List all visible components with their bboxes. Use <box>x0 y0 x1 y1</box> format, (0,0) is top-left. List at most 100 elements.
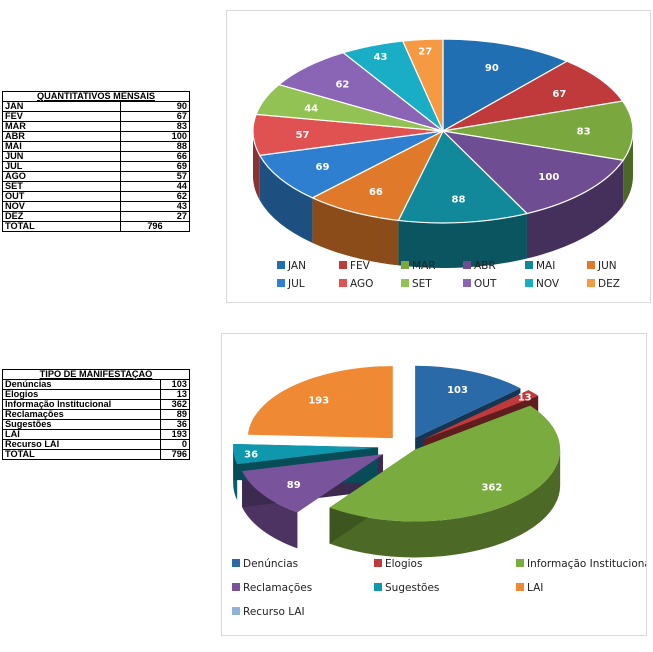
legend-label-jun: JUN <box>597 260 617 272</box>
monthly-pie-svg: 90 67 83 100 88 66 69 57 44 62 43 27 JAN FEV MAR ABR MAI… <box>252 38 634 290</box>
legend-label-fev: FEV <box>350 260 371 272</box>
legend-label-sugestoes: Sugestões <box>385 582 439 594</box>
pie-slices <box>233 365 561 558</box>
pie-side-jun <box>312 197 399 266</box>
pie-slice-elogios <box>423 390 539 440</box>
legend-label-lai: LAI <box>527 582 543 594</box>
monthly-row: FEV 67 <box>2 111 191 122</box>
monthly-row: JAN 90 <box>2 101 191 112</box>
data-label-lai: 193 <box>308 396 329 407</box>
monthly-row: NOV 43 <box>2 201 191 212</box>
legend-swatch-fev <box>339 261 347 269</box>
monthly-row-value: 100 <box>119 131 191 142</box>
type-table: TIPO DE MANIFESTAÇÃO Denúncias 103 Elogios… <box>1 369 190 460</box>
type-row-value: 193 <box>160 429 190 440</box>
data-label-informacao-institucional: 362 <box>481 483 502 494</box>
monthly-total-label: TOTAL <box>2 221 121 232</box>
pie-slice-informacao-institucional <box>329 405 561 522</box>
legend-swatch-lai <box>516 583 524 591</box>
pie-slice-lai <box>247 366 393 439</box>
data-label-nov: 43 <box>374 52 388 63</box>
legend: JAN FEV MAR ABR MAI JUN JUL AGO SET OUT NOV DEZ <box>277 260 620 290</box>
type-row: Reclamações 89 <box>1 409 190 420</box>
monthly-row: OUT 62 <box>2 191 191 202</box>
legend-label-nov: NOV <box>536 278 560 290</box>
legend-swatch-jul <box>277 279 285 287</box>
monthly-row: AGO 57 <box>2 171 191 182</box>
legend-label-abr: ABR <box>474 260 496 272</box>
monthly-row: ABR 100 <box>2 131 191 142</box>
monthly-row-label: FEV <box>2 111 121 122</box>
pie-slice-jul <box>258 130 444 199</box>
legend-swatch-reclamacoes <box>232 583 240 591</box>
monthly-row-value: 27 <box>119 211 191 222</box>
monthly-row-label: JUN <box>2 151 121 162</box>
monthly-row-value: 66 <box>119 151 191 162</box>
pie-slice-abr <box>441 130 625 215</box>
legend-label-informacao-institucional: Informação Institucional <box>527 558 646 570</box>
monthly-total-value: 796 <box>119 221 191 232</box>
pie-side-ago <box>253 131 260 201</box>
monthly-row-label: JUL <box>2 161 121 172</box>
monthly-row-value: 88 <box>119 141 191 152</box>
legend-label-set: SET <box>412 278 432 290</box>
data-label-abr: 100 <box>538 172 559 183</box>
monthly-row-label: AGO <box>2 171 121 182</box>
legend-label-ago: AGO <box>350 278 373 290</box>
type-row: Elogios 13 <box>1 389 190 400</box>
monthly-row-label: NOV <box>2 201 121 212</box>
type-row-label: Reclamações <box>1 409 162 420</box>
monthly-total-row: TOTAL 796 <box>2 221 191 232</box>
type-row-value: 0 <box>160 439 190 450</box>
data-label-out: 62 <box>335 79 349 90</box>
legend-label-recurso-lai: Recurso LAI <box>243 606 305 618</box>
legend-label-dez: DEZ <box>598 278 620 290</box>
type-row-label: Denúncias <box>1 379 162 390</box>
monthly-row-value: 62 <box>119 191 191 202</box>
type-row-label: Sugestões <box>1 419 162 430</box>
monthly-row: JUN 66 <box>2 151 191 162</box>
data-label-mar: 83 <box>577 127 591 138</box>
type-row: Denúncias 103 <box>1 379 190 390</box>
type-row-value: 13 <box>160 389 190 400</box>
type-row-label: Informação Institucional <box>1 399 162 410</box>
pie-side-mai <box>398 213 527 268</box>
data-label-jul: 69 <box>315 162 329 173</box>
data-label-dez: 27 <box>418 46 432 57</box>
type-pie-svg: 103 13 362 89 36 193 Denúncias Elogios Informaçã… <box>232 365 646 618</box>
monthly-row-label: OUT <box>2 191 121 202</box>
pie-side-mar <box>623 131 633 206</box>
type-row-value: 36 <box>160 419 190 430</box>
legend-label-mai: MAI <box>536 260 555 272</box>
monthly-row-value: 90 <box>119 101 191 112</box>
legend-swatch-dez <box>587 279 595 287</box>
type-total-value: 796 <box>160 449 190 460</box>
monthly-pie-chart: 90 67 83 100 88 66 69 57 44 62 43 27 JAN FEV MAR ABR MAI… <box>226 10 651 303</box>
monthly-row-label: JAN <box>2 101 121 112</box>
monthly-row-label: DEZ <box>2 211 121 222</box>
monthly-row-label: MAR <box>2 121 121 132</box>
monthly-row: MAI 88 <box>2 141 191 152</box>
pie-slices <box>252 38 634 268</box>
monthly-row-value: 69 <box>119 161 191 172</box>
pie-slice-dez <box>401 38 444 132</box>
monthly-row: DEZ 27 <box>2 211 191 222</box>
legend-label-jan: JAN <box>287 260 306 272</box>
type-total-row: TOTAL 796 <box>1 449 190 460</box>
legend-label-denuncias: Denúncias <box>243 558 298 570</box>
type-row: Informação Institucional 362 <box>1 399 190 410</box>
pie-slice-reclamacoes <box>242 454 384 513</box>
legend-swatch-abr <box>463 261 471 269</box>
monthly-row: MAR 83 <box>2 121 191 132</box>
legend-label-out: OUT <box>474 278 497 290</box>
legend-swatch-ago <box>339 279 347 287</box>
monthly-row-value: 83 <box>119 121 191 132</box>
pie-slice-jun <box>311 129 445 222</box>
type-total-label: TOTAL <box>1 449 162 460</box>
monthly-row-value: 44 <box>119 181 191 192</box>
type-pie-chart: 103 13 362 89 36 193 Denúncias Elogios Informaçã… <box>221 333 647 636</box>
pie-slice-jan <box>442 38 569 133</box>
data-label-reclamacoes: 89 <box>287 480 301 491</box>
legend-swatch-elogios <box>374 559 382 567</box>
pie-side-jul <box>259 155 313 243</box>
